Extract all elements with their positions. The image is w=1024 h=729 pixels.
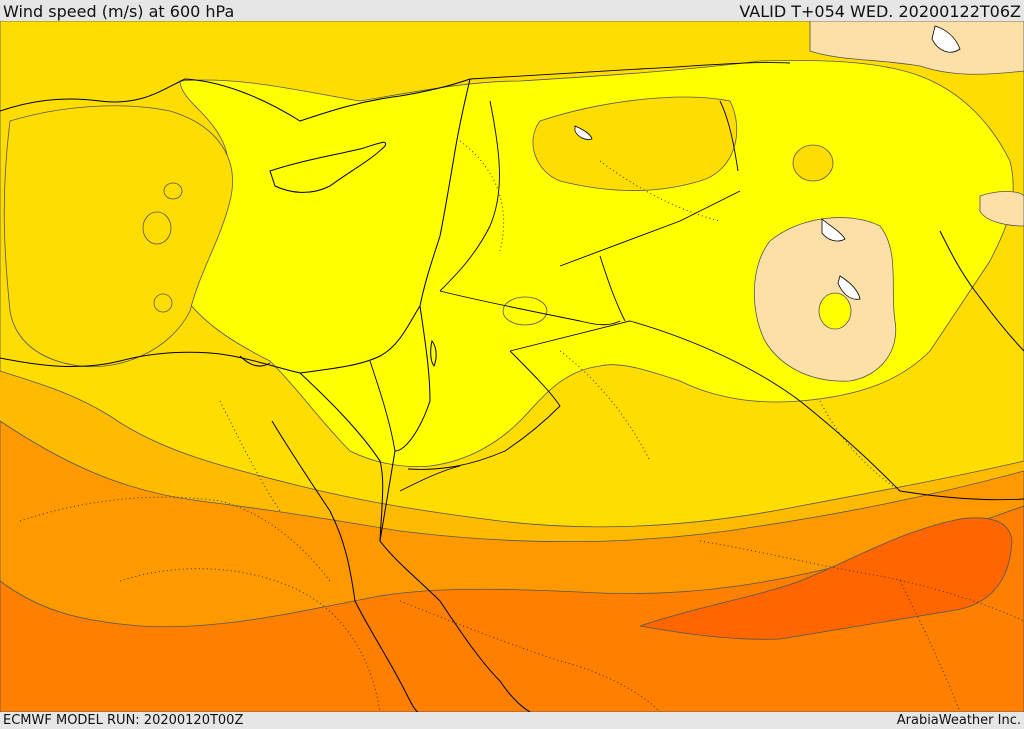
yellow-pocket-2 [818, 292, 852, 330]
yellow-pocket-1 [502, 296, 548, 326]
gold-pocket-2 [163, 182, 183, 200]
gold-pocket-1 [142, 211, 172, 245]
dotted-contours [19, 140, 1024, 712]
valid-time: VALID T+054 WED. 20200122T06Z [739, 2, 1021, 21]
credit: ArabiaWeather Inc. [896, 713, 1021, 728]
band-pale-e [979, 191, 1024, 227]
band-gold-inner [532, 96, 738, 191]
band-red-orange [639, 517, 1013, 640]
model-run: ECMWF MODEL RUN: 20200120T00Z [3, 713, 244, 728]
footer-bar: ECMWF MODEL RUN: 20200120T00Z ArabiaWeat… [0, 712, 1024, 729]
band-pale-ne [809, 21, 1024, 75]
gold-pocket-4 [792, 144, 834, 182]
gold-pocket-3 [153, 293, 173, 313]
map-title: Wind speed (m/s) at 600 hPa [3, 2, 235, 21]
coastlines [0, 78, 1024, 712]
header-bar: Wind speed (m/s) at 600 hPa VALID T+054 … [0, 0, 1024, 21]
lakes [574, 25, 961, 300]
wind-speed-map [0, 21, 1024, 712]
band-gold-west [3, 105, 233, 368]
borders [369, 62, 1024, 501]
